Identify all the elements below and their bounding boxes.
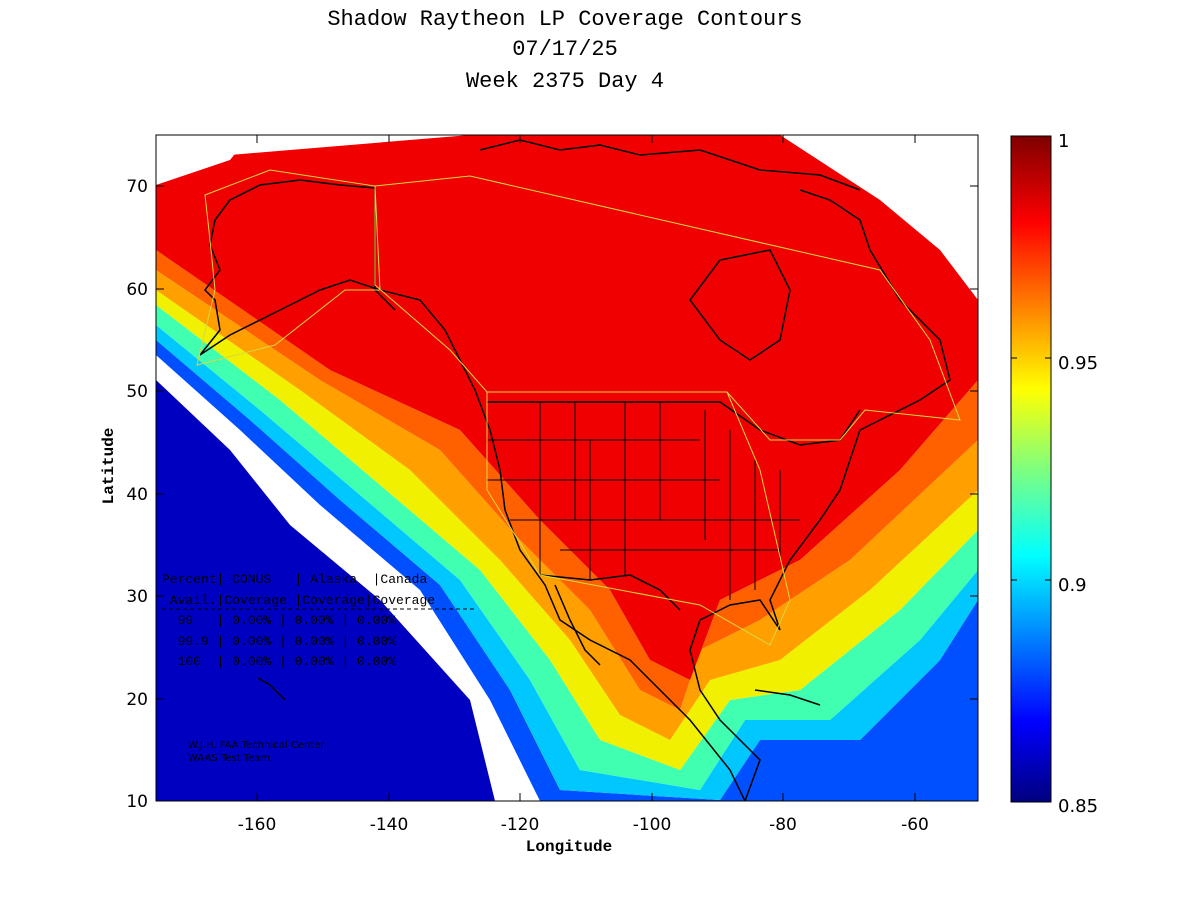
xtick-label: -100	[633, 815, 672, 835]
plot-frame	[155, 134, 979, 802]
contour-orange	[156, 270, 978, 740]
canada-arctic	[479, 139, 861, 191]
xtick-label: -60	[901, 815, 929, 835]
colorbar-tick-label: 0.85	[1058, 796, 1098, 817]
us-mexico-border	[539, 574, 681, 611]
white-corner-nw	[156, 135, 250, 185]
cuba	[754, 689, 821, 706]
xtick-label: -120	[501, 815, 540, 835]
baja-california	[554, 584, 601, 666]
contour-green	[156, 305, 978, 790]
table-header: Percent| CONUS | Alaska |Canada	[162, 572, 427, 587]
contour-field	[156, 135, 978, 801]
ytick-label: 70	[126, 177, 148, 197]
table-row: 99.9 | 0.00% | 0.00% | 0.00%	[162, 634, 396, 649]
colorbar-tick-label: 1	[1058, 131, 1069, 152]
us-canada-border	[487, 401, 861, 446]
ytick-label: 40	[126, 485, 148, 505]
coverage-table: Percent| CONUS | Alaska |Canada Avail.|C…	[162, 572, 476, 669]
white-corner-ne	[780, 135, 978, 300]
y-axis-label: Latitude	[100, 428, 118, 505]
credit-line: W.J.H. FAA Technical Center	[188, 740, 325, 751]
table-row: 100 | 0.00% | 0.00% | 0.00%	[162, 654, 396, 669]
credit-line: WAAS Test Team	[188, 753, 270, 764]
contour-yellow	[156, 290, 978, 770]
x-axis-label: Longitude	[526, 838, 612, 856]
chart-date: 07/17/25	[512, 37, 618, 62]
coastlines	[199, 139, 951, 801]
contour-bluelayer	[156, 340, 978, 801]
ytick-label: 20	[126, 690, 148, 710]
chart-title: Shadow Raytheon LP Coverage Contours	[327, 7, 803, 32]
hawaii	[257, 677, 286, 701]
hudson-bay	[689, 249, 791, 361]
xtick-label: -80	[769, 815, 797, 835]
contour-red	[156, 135, 978, 680]
coastline-north-america	[199, 279, 746, 801]
ytick-label: 30	[126, 587, 148, 607]
service-region-outlines	[196, 169, 961, 646]
chart-week: Week 2375 Day 4	[465, 69, 665, 94]
xtick-label: -160	[238, 815, 277, 835]
xtick-label: -140	[370, 815, 409, 835]
table-header: Avail.|Coverage |Coverage|Coverage	[162, 593, 435, 608]
table-row: 99 | 0.00% | 0.00% | 0.00%	[162, 613, 396, 628]
colorbar-tick-label: 0.9	[1058, 575, 1087, 596]
tick-marks	[156, 135, 978, 801]
alaska-outline	[199, 179, 376, 356]
ytick-label: 50	[126, 382, 148, 402]
colorbar	[1010, 135, 1052, 803]
us-state-lines	[487, 402, 800, 600]
contour-darkblue	[156, 380, 495, 801]
colorbar-ticks	[1011, 357, 1051, 581]
coastline-gulf-east	[689, 189, 951, 801]
ytick-label: 10	[126, 792, 148, 812]
ytick-label: 60	[126, 280, 148, 300]
colorbar-tick-label: 0.95	[1058, 353, 1098, 374]
